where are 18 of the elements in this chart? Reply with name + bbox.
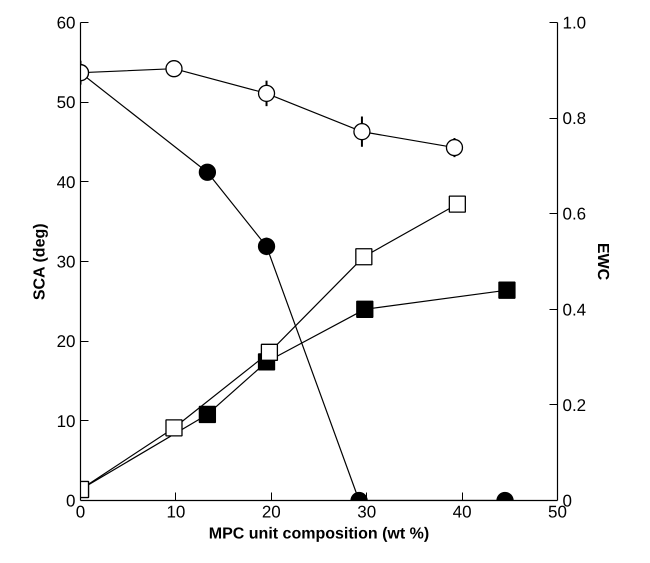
x-axis-title: MPC unit composition (wt %) xyxy=(208,526,430,542)
y-tick-label: 20 xyxy=(56,332,76,352)
y2-tick-label: 1.0 xyxy=(562,14,586,32)
y2-tick-label: 0.4 xyxy=(562,300,586,320)
y-tick-label: 50 xyxy=(56,93,76,112)
y2-tick-label: 0.2 xyxy=(562,396,586,415)
y-tick-label: 10 xyxy=(56,412,76,431)
y-tick-label: 40 xyxy=(56,172,76,192)
y2-tick-label: 0.6 xyxy=(562,204,586,224)
y2-axis-title: EWC xyxy=(594,242,612,281)
x-tick-label: 30 xyxy=(357,502,376,522)
y-tick-label: 60 xyxy=(56,14,76,32)
x-tick-label: 10 xyxy=(166,502,186,522)
x-tick-label: 20 xyxy=(262,502,281,522)
y-axis-title: SCA (deg) xyxy=(32,223,49,300)
x-tick-label: 40 xyxy=(452,502,472,522)
y2-tick-label: 0.8 xyxy=(562,109,586,128)
y-tick-label: 30 xyxy=(56,252,76,272)
